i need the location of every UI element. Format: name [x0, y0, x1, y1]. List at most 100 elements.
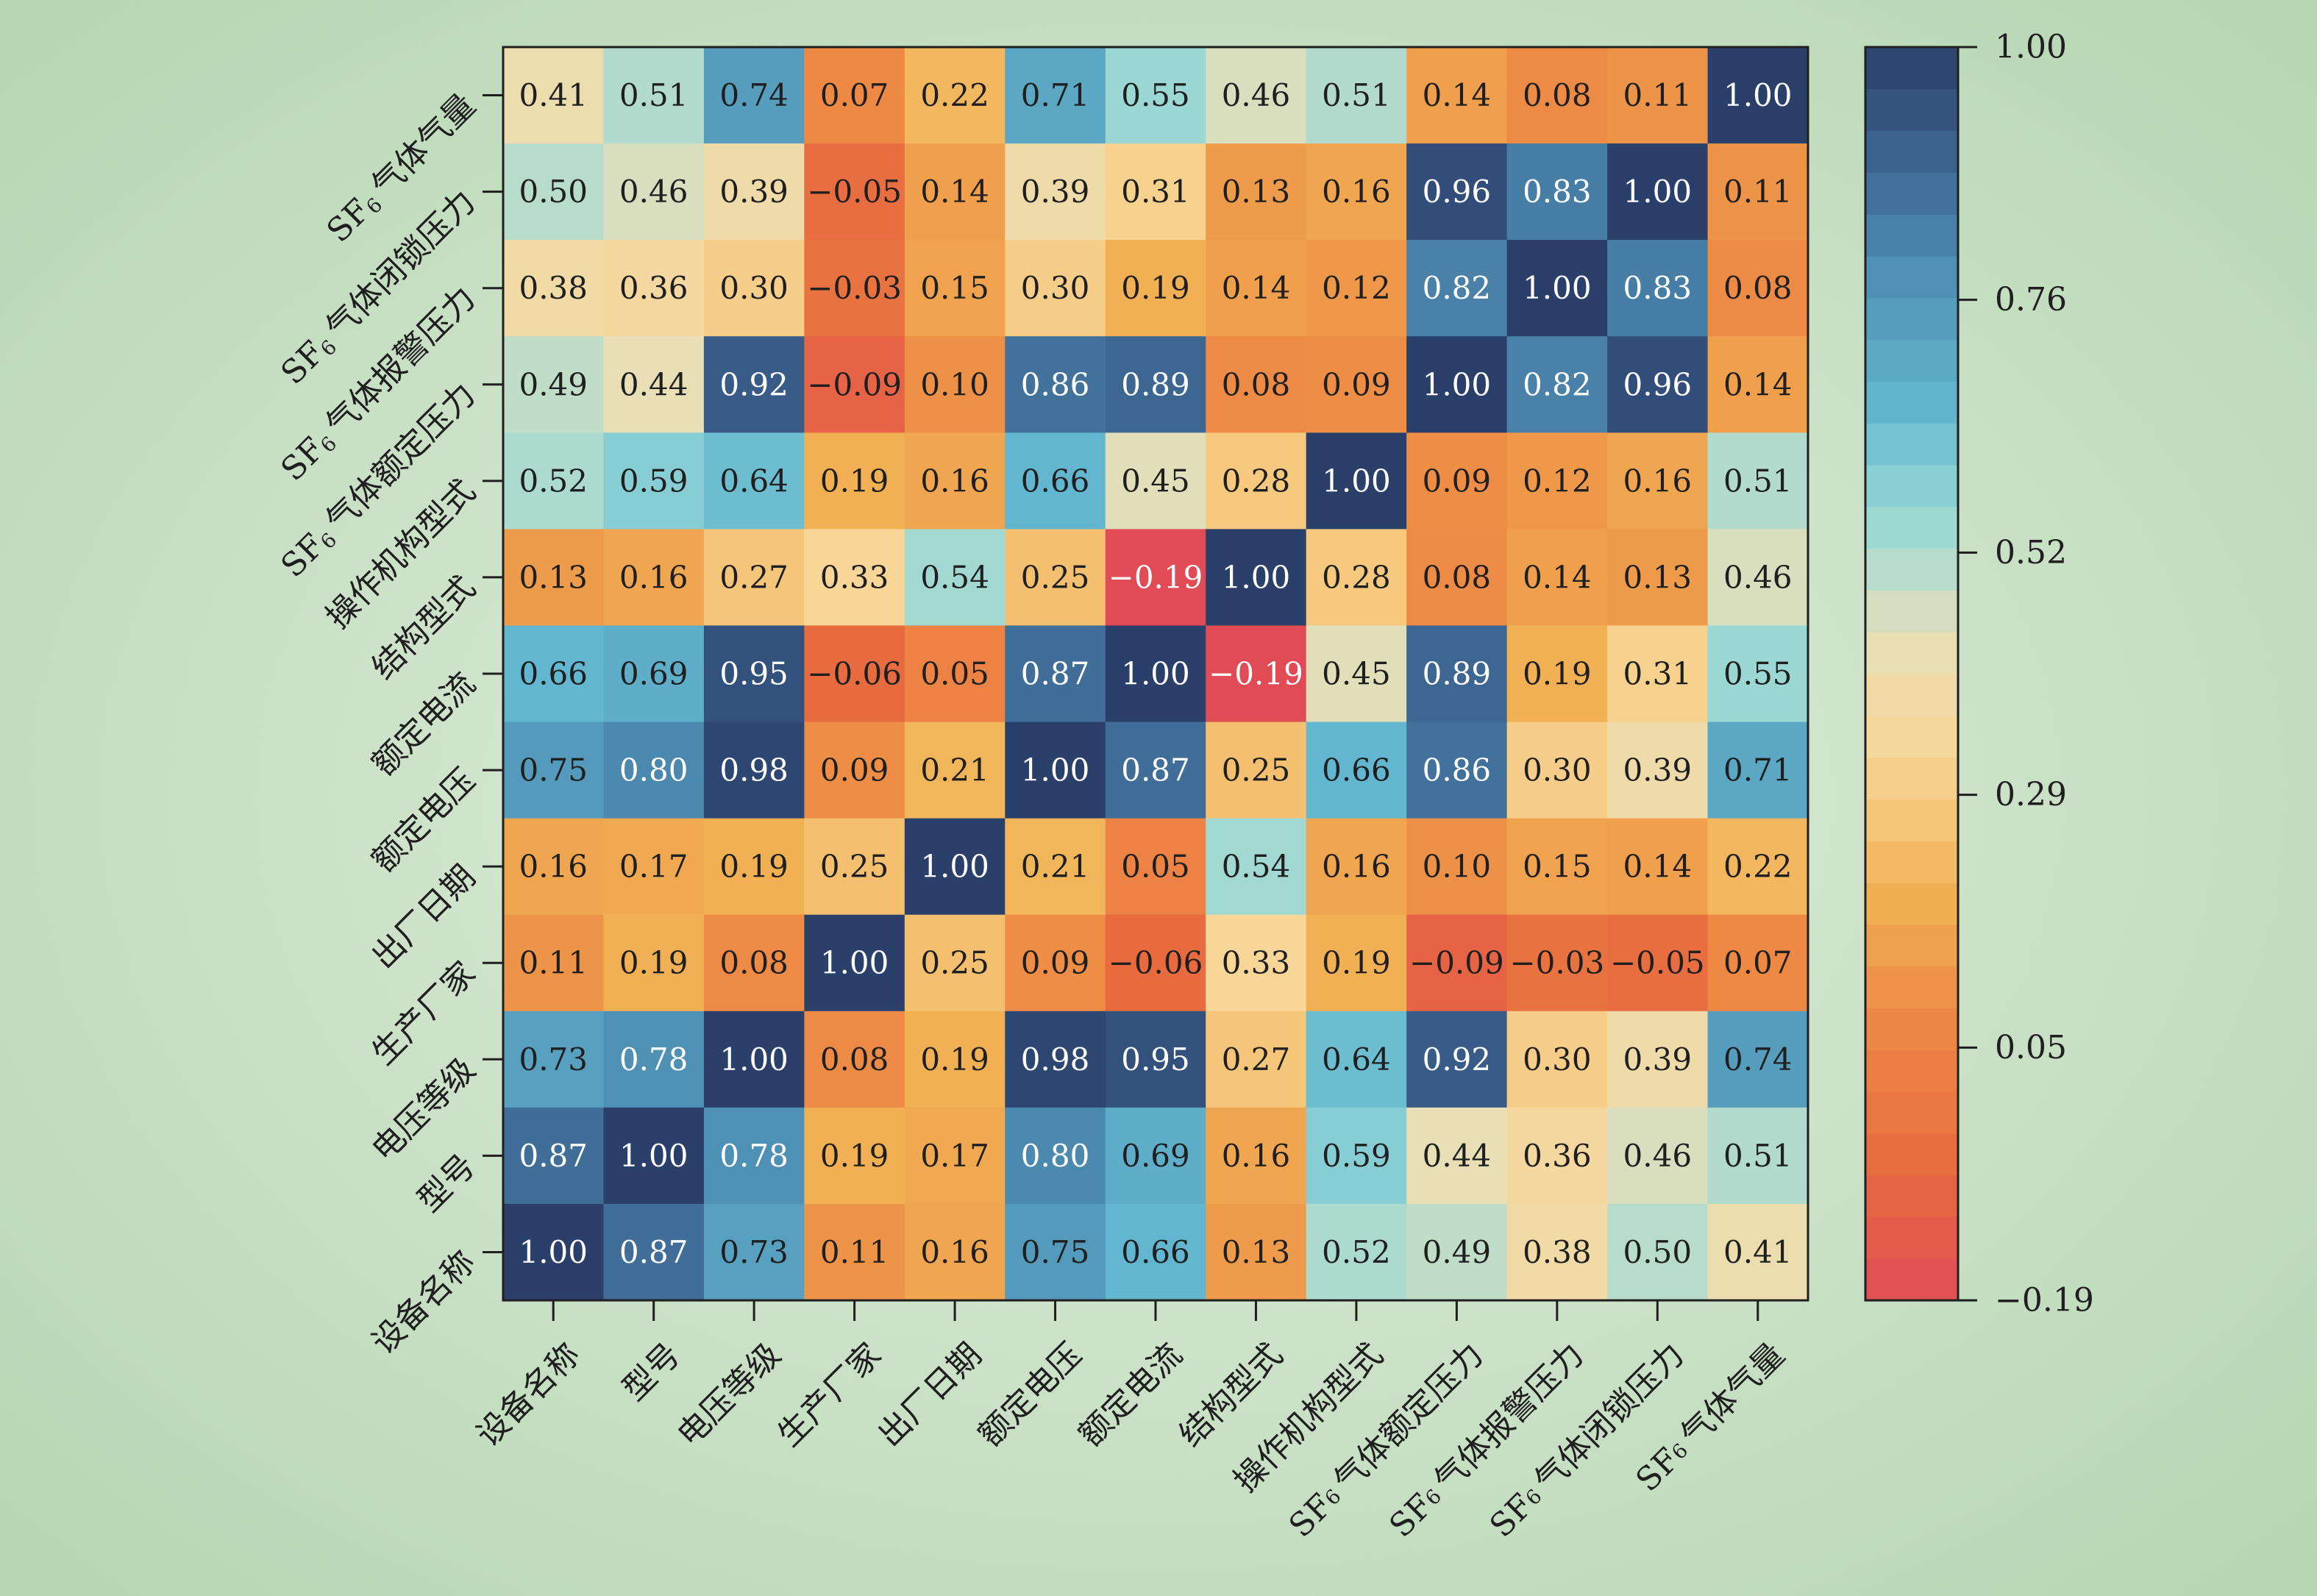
heatmap-cell [503, 1011, 605, 1108]
heatmap-cell-label: 0.25 [1222, 752, 1291, 788]
heatmap-cell [703, 529, 805, 627]
heatmap-cell [1406, 818, 1508, 916]
heatmap-cell-label: 0.66 [519, 656, 588, 692]
colorbar-segment [1865, 256, 1958, 299]
heatmap-cell-label: 0.87 [619, 1234, 688, 1270]
heatmap-cell [1707, 625, 1809, 723]
heatmap-cell-label: 0.51 [619, 77, 688, 113]
heatmap-cell-label: 0.19 [1322, 945, 1391, 981]
heatmap-cell [1506, 1203, 1608, 1301]
heatmap-cell-label: 0.50 [519, 174, 588, 210]
heatmap-cell [603, 336, 705, 433]
heatmap-cell-label: 0.44 [1423, 1138, 1492, 1174]
heatmap-cell-label: 0.09 [1322, 366, 1391, 402]
heatmap-cell [1306, 529, 1407, 627]
heatmap-cell [1306, 143, 1407, 241]
heatmap-cell [1105, 47, 1206, 144]
heatmap-cell [1105, 432, 1206, 530]
heatmap-cell [804, 914, 905, 1012]
heatmap-cell-label: 0.74 [719, 77, 789, 113]
colorbar-segment [1865, 423, 1958, 466]
heatmap-cell-label: 0.19 [820, 1138, 889, 1174]
y-axis-tick-label: 出厂日期 [365, 858, 483, 976]
heatmap-cell [1506, 240, 1608, 337]
heatmap-cell-label: 0.16 [1322, 849, 1391, 885]
heatmap-cell-label: 0.14 [1723, 366, 1793, 402]
y-axis-tick-label: 设备名称 [365, 1243, 483, 1361]
heatmap-cell [1005, 240, 1106, 337]
heatmap-cell [603, 722, 705, 819]
heatmap-cell [703, 143, 805, 241]
heatmap-cell-label: 0.09 [820, 752, 889, 788]
heatmap-cell [1707, 529, 1809, 627]
heatmap-cell [703, 336, 805, 433]
heatmap-cell-label: 0.59 [619, 463, 688, 499]
heatmap-cell [1707, 432, 1809, 530]
heatmap-cell-label: 0.55 [1121, 77, 1190, 113]
heatmap-cell [1105, 529, 1206, 627]
heatmap-cell-label: 0.16 [920, 1234, 989, 1270]
heatmap-cell-label: 0.45 [1322, 656, 1391, 692]
heatmap-cell [804, 240, 905, 337]
x-axis-tick-label: 额定电压 [971, 1336, 1089, 1454]
heatmap-cell-label: 0.46 [1623, 1138, 1693, 1174]
heatmap-cell [1206, 432, 1307, 530]
heatmap-cell-label: 0.73 [719, 1234, 789, 1270]
heatmap-cell-label: 0.19 [719, 849, 789, 885]
colorbar-tick-label: 0.05 [1995, 1029, 2067, 1066]
heatmap-cell [1005, 1107, 1106, 1205]
heatmap-cell [1607, 625, 1709, 723]
colorbar-segment [1865, 88, 1958, 132]
colorbar-segment [1865, 339, 1958, 382]
heatmap-cell [603, 818, 705, 916]
heatmap-cell-label: 0.08 [1423, 559, 1492, 595]
heatmap-cell [904, 1011, 1006, 1108]
heatmap-cell-label: 1.00 [519, 1234, 588, 1270]
heatmap-cell-label: 0.21 [1021, 849, 1090, 885]
heatmap-cell [1607, 432, 1709, 530]
colorbar-segment [1865, 1133, 1958, 1176]
heatmap-cell-label: 0.30 [719, 270, 789, 306]
colorbar-segment [1865, 172, 1958, 215]
heatmap-cell-label: 0.15 [1523, 849, 1592, 885]
heatmap-cell-label: −0.19 [1108, 559, 1203, 595]
heatmap-cell [1506, 1011, 1608, 1108]
heatmap-cell [1406, 47, 1508, 144]
x-axis-tick-label: 生产厂家 [771, 1336, 889, 1454]
heatmap-cell [1105, 143, 1206, 241]
heatmap-cell-label: 0.83 [1623, 270, 1693, 306]
heatmap-cell-label: 1.00 [1121, 656, 1190, 692]
colorbar-segment [1865, 465, 1958, 507]
heatmap-cell [503, 47, 605, 144]
heatmap-cell [1306, 722, 1407, 819]
heatmap-cell-label: 0.14 [1423, 77, 1492, 113]
x-axis: 设备名称 型号电压等级生产厂家出厂日期额定电压额定电流结构型式操作机构型式SF6 … [469, 1300, 1792, 1545]
heatmap-cell-label: 0.19 [1121, 270, 1190, 306]
x-axis-tick-label: 出厂日期 [871, 1336, 989, 1454]
heatmap-cell [1607, 336, 1709, 433]
colorbar-segment [1865, 715, 1958, 758]
heatmap-cell [1206, 722, 1307, 819]
heatmap-cell-label: −0.19 [1209, 656, 1303, 692]
heatmap-cell-label: 0.89 [1423, 656, 1492, 692]
heatmap-cell [904, 1203, 1006, 1301]
colorbar-segment [1865, 214, 1958, 257]
heatmap-cell-label: 0.46 [619, 174, 688, 210]
heatmap-cell-label: 1.00 [1222, 559, 1291, 595]
heatmap-cell [1406, 432, 1508, 530]
heatmap-cell [804, 1107, 905, 1205]
heatmap-cell-label: 0.75 [519, 752, 588, 788]
heatmap-cell-label: 0.05 [920, 656, 989, 692]
heatmap-cell-label: 0.59 [1322, 1138, 1391, 1174]
heatmap-cell [804, 529, 905, 627]
heatmap-cell-label: 0.08 [1723, 270, 1793, 306]
heatmap-cell-label: 1.00 [1623, 174, 1693, 210]
heatmap-cell [1105, 336, 1206, 433]
heatmap-cell-label: 0.54 [920, 559, 989, 595]
heatmap-cell [1406, 1011, 1508, 1108]
heatmap-cell-label: 0.66 [1021, 463, 1090, 499]
heatmap-cell-label: 0.11 [820, 1234, 889, 1270]
heatmap-cell-label: 0.30 [1523, 752, 1592, 788]
heatmap-cell [1607, 914, 1709, 1012]
heatmap-cell [1707, 1203, 1809, 1301]
